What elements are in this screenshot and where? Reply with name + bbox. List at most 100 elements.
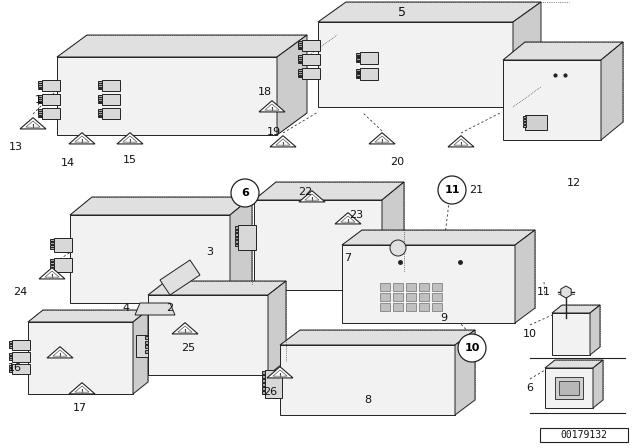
Text: 22: 22	[298, 187, 312, 197]
Polygon shape	[552, 313, 590, 355]
Bar	[262, 371, 265, 374]
Bar	[9, 365, 12, 367]
Circle shape	[458, 334, 486, 362]
Text: 11: 11	[444, 185, 460, 195]
Polygon shape	[513, 2, 541, 107]
Bar	[298, 57, 302, 59]
Text: !: !	[51, 273, 53, 279]
Polygon shape	[335, 213, 361, 224]
Bar	[298, 62, 302, 63]
Text: !: !	[347, 219, 349, 224]
Text: 24: 24	[13, 287, 27, 297]
Bar	[9, 358, 12, 360]
Bar	[42, 80, 60, 91]
Bar	[298, 43, 302, 45]
Polygon shape	[455, 330, 475, 415]
Bar	[38, 111, 42, 113]
Bar	[360, 52, 378, 64]
Polygon shape	[259, 101, 285, 112]
Text: 12: 12	[567, 178, 581, 188]
Bar	[298, 69, 302, 70]
Text: 14: 14	[61, 158, 75, 168]
Polygon shape	[148, 295, 268, 375]
Bar	[102, 80, 120, 91]
Bar	[555, 377, 583, 399]
Bar	[298, 73, 302, 75]
Polygon shape	[280, 330, 475, 345]
Polygon shape	[135, 303, 175, 315]
Polygon shape	[133, 310, 148, 394]
Text: 5: 5	[398, 5, 406, 18]
Bar	[235, 240, 238, 242]
Bar	[406, 293, 416, 301]
Bar	[98, 95, 102, 96]
Bar	[38, 97, 42, 99]
Text: 4: 4	[122, 303, 129, 313]
Bar	[38, 102, 42, 103]
Bar	[298, 76, 302, 77]
Bar	[98, 111, 102, 113]
Polygon shape	[267, 366, 293, 378]
Bar	[38, 116, 42, 117]
Bar	[302, 40, 320, 51]
Text: !: !	[460, 142, 463, 146]
Polygon shape	[254, 200, 382, 290]
Bar	[380, 283, 390, 291]
Bar	[42, 94, 60, 105]
Bar	[262, 379, 265, 382]
Bar	[9, 370, 12, 372]
Bar	[298, 45, 302, 47]
Bar	[98, 109, 102, 111]
Bar	[145, 336, 148, 339]
Bar	[356, 60, 360, 62]
Polygon shape	[342, 230, 535, 245]
Bar	[262, 375, 265, 378]
Bar	[380, 303, 390, 311]
Text: 16: 16	[8, 363, 22, 373]
Text: 6: 6	[241, 188, 249, 198]
Bar	[265, 370, 282, 398]
Bar	[38, 95, 42, 96]
Text: 25: 25	[181, 343, 195, 353]
Bar	[98, 83, 102, 85]
Text: 2: 2	[166, 303, 173, 313]
Polygon shape	[69, 133, 95, 144]
Text: !: !	[81, 388, 83, 393]
Polygon shape	[545, 368, 593, 408]
Polygon shape	[20, 118, 46, 129]
Polygon shape	[318, 2, 541, 22]
Bar	[360, 68, 378, 80]
Polygon shape	[503, 60, 601, 140]
Polygon shape	[57, 35, 307, 57]
Polygon shape	[342, 245, 515, 323]
Polygon shape	[382, 182, 404, 290]
Polygon shape	[593, 360, 603, 408]
Bar	[12, 340, 30, 350]
Polygon shape	[280, 345, 455, 415]
Text: !: !	[282, 142, 284, 146]
Text: 7: 7	[344, 253, 351, 263]
Bar	[356, 53, 360, 55]
Bar	[38, 81, 42, 82]
Bar	[419, 283, 429, 291]
Bar	[302, 54, 320, 65]
Polygon shape	[545, 360, 603, 368]
Bar	[9, 353, 12, 355]
Bar	[393, 283, 403, 291]
Text: !: !	[81, 138, 83, 143]
Bar	[238, 225, 256, 250]
Text: !: !	[278, 372, 282, 378]
Polygon shape	[270, 136, 296, 147]
Bar	[235, 226, 238, 228]
Polygon shape	[70, 215, 230, 303]
Bar	[523, 119, 526, 121]
Text: !: !	[381, 138, 383, 143]
Bar	[38, 113, 42, 115]
Bar	[298, 41, 302, 43]
Bar	[9, 367, 12, 370]
Text: !: !	[184, 328, 186, 333]
Bar	[523, 116, 526, 118]
Bar	[356, 72, 360, 73]
Bar	[356, 56, 360, 57]
Bar	[50, 259, 54, 261]
